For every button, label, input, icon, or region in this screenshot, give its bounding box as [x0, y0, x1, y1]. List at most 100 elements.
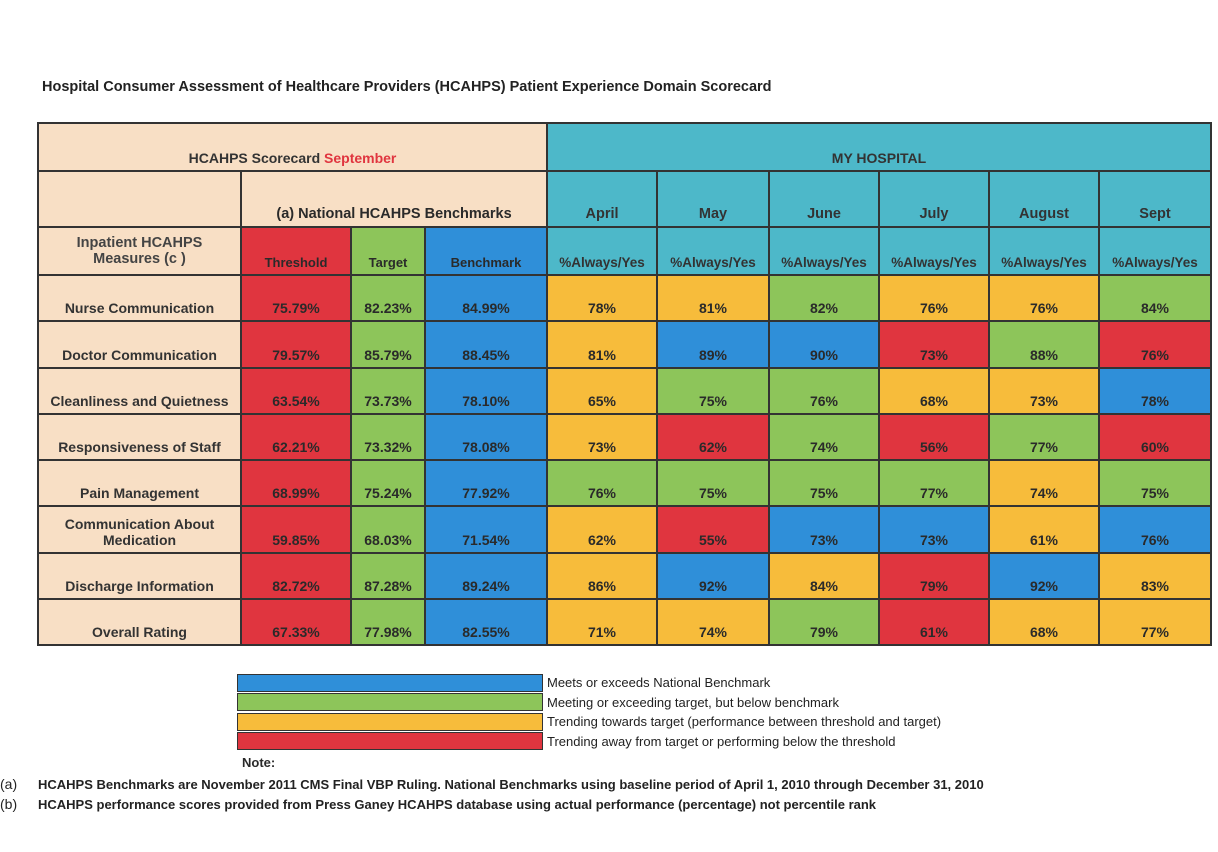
legend-text: Meeting or exceeding target, but below b…	[547, 694, 839, 710]
hospital-header: MY HOSPITAL	[546, 122, 1212, 172]
month-score: 86%	[546, 551, 658, 601]
target-value: 75.24%	[350, 459, 426, 508]
target-value: 77.98%	[350, 598, 426, 647]
table-row: Cleanliness and Quietness 63.54% 73.73% 78.…	[37, 366, 1212, 415]
threshold-value: 82.72%	[240, 551, 352, 601]
month-score: 76%	[878, 273, 990, 323]
legend-item: Trending towards target (performance bet…	[237, 712, 941, 732]
legend-swatch	[237, 712, 543, 731]
month-score: 71%	[546, 598, 658, 647]
target-value: 73.73%	[350, 366, 426, 415]
month-score: 76%	[768, 366, 880, 415]
measure-name: Doctor Communication	[37, 320, 242, 369]
legend-item: Trending away from target or performing …	[237, 732, 941, 752]
legend-swatch	[237, 693, 543, 712]
month-score: 90%	[768, 320, 880, 369]
table-row: Doctor Communication 79.57% 85.79% 88.45% 81…	[37, 320, 1212, 369]
measure-name: Communication About Medication	[37, 505, 242, 554]
month-score: 89%	[656, 320, 770, 369]
month-score: 88%	[988, 320, 1100, 369]
month-score: 84%	[1098, 273, 1212, 323]
table-row: Communication About Medication 59.85% 68.0…	[37, 505, 1212, 554]
month-score: 76%	[1098, 320, 1212, 369]
month-subheader: %Always/Yes	[878, 226, 990, 276]
table-row: Discharge Information 82.72% 87.28% 89.24% 8…	[37, 551, 1212, 601]
month-score: 76%	[1098, 505, 1212, 554]
month-score: 84%	[768, 551, 880, 601]
month-header: May	[656, 170, 770, 228]
legend-swatch	[237, 673, 543, 692]
month-score: 68%	[988, 598, 1100, 647]
page-title: Hospital Consumer Assessment of Healthca…	[42, 79, 772, 95]
legend: Meets or exceeds National Benchmark Meeti…	[237, 673, 941, 751]
target-value: 87.28%	[350, 551, 426, 601]
month-score: 77%	[1098, 598, 1212, 647]
month-score: 61%	[988, 505, 1100, 554]
month-score: 56%	[878, 412, 990, 462]
target-value: 68.03%	[350, 505, 426, 554]
table-row: Pain Management 68.99% 75.24% 77.92% 76% 75% 7…	[37, 459, 1212, 508]
month-header: June	[768, 170, 880, 228]
month-score: 73%	[988, 366, 1100, 415]
measure-name: Cleanliness and Quietness	[37, 366, 242, 415]
month-score: 75%	[656, 366, 770, 415]
legend-text: Meets or exceeds National Benchmark	[547, 675, 771, 691]
target-value: 85.79%	[350, 320, 426, 369]
month-subheader: %Always/Yes	[1098, 226, 1212, 276]
benchmark-value: 89.24%	[424, 551, 548, 601]
measure-name: Pain Management	[37, 459, 242, 508]
month-score: 81%	[656, 273, 770, 323]
month-score: 79%	[768, 598, 880, 647]
table-row: Responsiveness of Staff 62.21% 73.32% 78.08…	[37, 412, 1212, 462]
footnote-a: (a) HCAHPS Benchmarks are November 2011 C…	[0, 776, 984, 792]
benchmarks-header: (a) National HCAHPS Benchmarks	[240, 170, 548, 228]
measure-name: Responsiveness of Staff	[37, 412, 242, 462]
month-score: 76%	[546, 459, 658, 508]
measure-name: Nurse Communication	[37, 273, 242, 323]
legend-item: Meets or exceeds National Benchmark	[237, 673, 941, 693]
month-score: 62%	[546, 505, 658, 554]
measures-header: Inpatient HCAHPS Measures (c )	[37, 226, 242, 276]
month-score: 82%	[768, 273, 880, 323]
month-header: July	[878, 170, 990, 228]
target-header: Target	[350, 226, 426, 276]
note-label: Note:	[242, 755, 276, 770]
benchmark-header: Benchmark	[424, 226, 548, 276]
threshold-value: 75.79%	[240, 273, 352, 323]
threshold-value: 79.57%	[240, 320, 352, 369]
month-score: 76%	[988, 273, 1100, 323]
benchmark-value: 88.45%	[424, 320, 548, 369]
month-subheader: %Always/Yes	[988, 226, 1100, 276]
table-row: Nurse Communication 75.79% 82.23% 84.99% 78%…	[37, 273, 1212, 323]
threshold-value: 62.21%	[240, 412, 352, 462]
scorecard-label: HCAHPS Scorecard September	[37, 122, 548, 172]
month-header: April	[546, 170, 658, 228]
benchmark-value: 71.54%	[424, 505, 548, 554]
threshold-value: 63.54%	[240, 366, 352, 415]
month-score: 74%	[988, 459, 1100, 508]
month-score: 73%	[878, 320, 990, 369]
threshold-value: 68.99%	[240, 459, 352, 508]
benchmark-value: 84.99%	[424, 273, 548, 323]
benchmark-value: 82.55%	[424, 598, 548, 647]
benchmark-value: 78.08%	[424, 412, 548, 462]
month-subheader: %Always/Yes	[768, 226, 880, 276]
month-score: 83%	[1098, 551, 1212, 601]
month-score: 92%	[988, 551, 1100, 601]
month-score: 77%	[988, 412, 1100, 462]
month-score: 74%	[768, 412, 880, 462]
threshold-value: 59.85%	[240, 505, 352, 554]
scorecard-month: September	[324, 150, 397, 166]
legend-text: Trending towards target (performance bet…	[547, 714, 942, 730]
month-score: 61%	[878, 598, 990, 647]
table-row: Overall Rating 67.33% 77.98% 82.55% 71% 74% 79…	[37, 598, 1212, 647]
month-score: 73%	[546, 412, 658, 462]
target-value: 82.23%	[350, 273, 426, 323]
measure-name: Discharge Information	[37, 551, 242, 601]
measure-name: Overall Rating	[37, 598, 242, 647]
blank-header	[37, 170, 242, 228]
month-subheader: %Always/Yes	[656, 226, 770, 276]
benchmark-value: 77.92%	[424, 459, 548, 508]
month-score: 73%	[768, 505, 880, 554]
month-score: 74%	[656, 598, 770, 647]
